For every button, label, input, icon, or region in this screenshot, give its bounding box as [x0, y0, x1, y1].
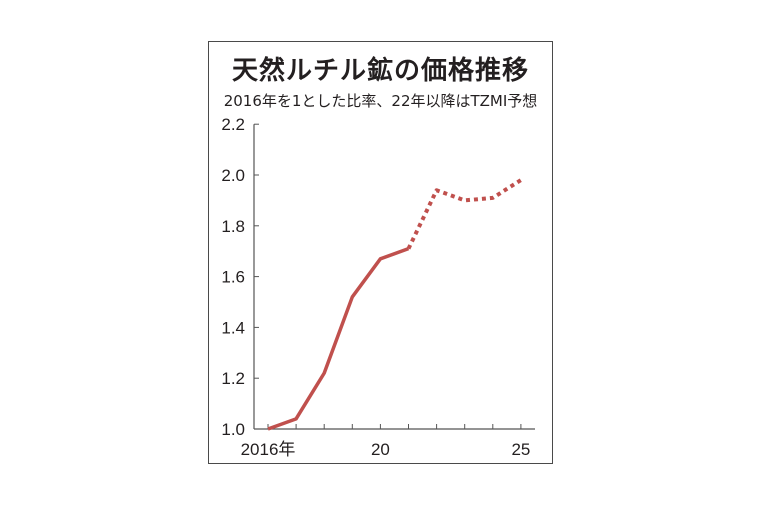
chart-title: 天然ルチル鉱の価格推移 — [231, 56, 529, 86]
x-tick-label: 20 — [371, 440, 390, 459]
axis-labels: 1.0 1.2 1.4 1.6 1.8 2.0 2.2 2016年 20 25 — [221, 115, 530, 459]
chart-frame: 天然ルチル鉱の価格推移 2016年を1とした比率、22年以降はTZMI予想 — [208, 41, 553, 464]
y-tick-label: 2.0 — [221, 166, 245, 185]
data-series — [267, 178, 522, 431]
y-tick-label: 1.8 — [221, 217, 245, 236]
x-tick-label: 25 — [511, 440, 530, 459]
chart-subtitle: 2016年を1とした比率、22年以降はTZMI予想 — [223, 92, 538, 110]
y-tick-label: 1.0 — [221, 420, 245, 439]
y-tick-label: 1.6 — [221, 268, 245, 287]
y-tick-label: 2.2 — [221, 115, 245, 134]
forecast-line — [406, 178, 522, 250]
x-tick-label: 2016年 — [241, 440, 296, 459]
y-tick-label: 1.2 — [221, 369, 245, 388]
y-tick-label: 1.4 — [221, 318, 245, 337]
axes — [253, 123, 535, 430]
actual-line — [267, 247, 410, 431]
